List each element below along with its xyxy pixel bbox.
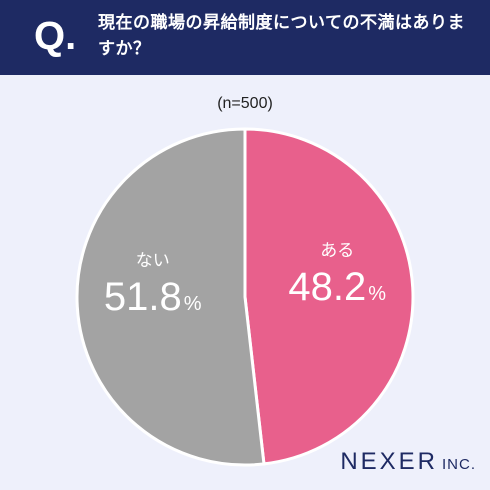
question-header: Q. 現在の職場の昇給制度についての不満はありますか？ xyxy=(0,0,490,75)
slice-value-1: 51.8% xyxy=(104,275,202,319)
slice-value-0: 48.2% xyxy=(288,265,386,309)
pie-slice-1 xyxy=(75,127,266,467)
logo-suffix: INC. xyxy=(442,456,476,473)
pie-slice-0 xyxy=(243,127,415,466)
question-mark: Q. xyxy=(34,14,77,58)
slice-label-1: ない xyxy=(136,251,170,270)
slice-label-0: ある xyxy=(320,241,354,260)
question-title: 現在の職場の昇給制度についての不満はありますか？ xyxy=(98,13,465,59)
sample-size-label: (n=500) xyxy=(217,95,273,112)
nexer-logo: NEXER INC. xyxy=(340,448,476,476)
logo-main: NEXER xyxy=(340,448,438,475)
